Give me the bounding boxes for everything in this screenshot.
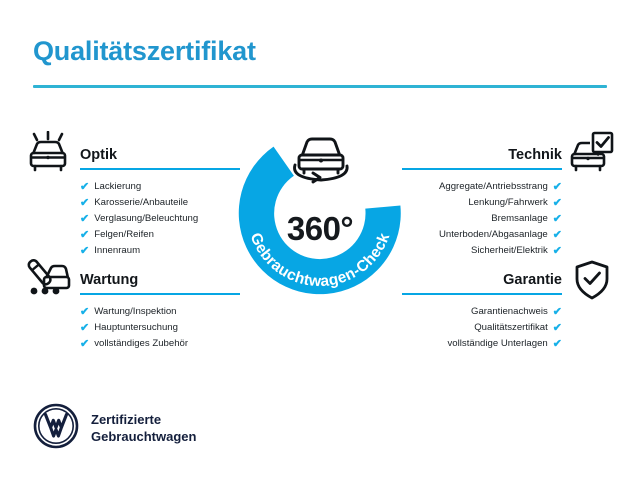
checklist-item: ✔ Wartung/Inspektion	[80, 304, 240, 320]
car-checkbox-icon	[568, 131, 614, 178]
section-header: Optik	[80, 140, 240, 170]
checklist-item: ✔ Lackierung	[80, 179, 240, 195]
section-title: Technik	[508, 147, 562, 163]
check-icon: ✔	[80, 228, 90, 241]
check-icon: ✔	[80, 321, 90, 334]
footer-line-2: Gebrauchtwagen	[91, 428, 197, 444]
check-icon: ✔	[80, 305, 90, 318]
car-wrench-icon	[24, 256, 72, 303]
check-icon: ✔	[80, 212, 90, 225]
checklist-item: ✔ Hauptuntersuchung	[80, 320, 240, 336]
checklist-item-label: Felgen/Reifen	[94, 229, 154, 241]
section-underline	[402, 168, 562, 170]
section-underline	[402, 293, 562, 295]
footer-text: Zertifizierte Gebrauchtwagen	[91, 412, 196, 445]
checklist-item-label: Garantienachweis	[470, 306, 548, 318]
checklist-item-label: Bremsanlage	[491, 213, 548, 225]
check-icon: ✔	[552, 212, 562, 225]
checklist-item: ✔ Lenkung/Fahrwerk	[402, 195, 562, 211]
section-header: Wartung	[80, 265, 240, 295]
checklist-item-label: Sicherheit/Elektrik	[471, 245, 548, 257]
checklist-wartung: ✔ Wartung/Inspektion ✔ Hauptuntersuchung ✔ vo…	[80, 304, 240, 352]
checklist-item-label: Qualitätszertifikat	[474, 322, 548, 334]
checklist-item-label: Karosserie/Anbauteile	[94, 197, 189, 209]
header-divider	[33, 85, 607, 88]
checklist-item: ✔ vollständige Unterlagen	[402, 336, 563, 352]
car-shine-icon	[26, 130, 70, 178]
checklist-item-label: Verglasung/Beleuchtung	[94, 213, 199, 225]
section-wartung: Wartung ✔ Wartung/Inspektion ✔ Hauptuntersu…	[80, 265, 240, 352]
check-icon: ✔	[80, 196, 90, 209]
section-underline	[80, 293, 240, 295]
checklist-item-label: Unterboden/Abgasanlage	[438, 229, 548, 241]
checklist-item: ✔ Unterboden/Abgasanlage	[402, 227, 562, 243]
checklist-item-label: Hauptuntersuchung	[94, 322, 178, 334]
checklist-optik: ✔ Lackierung ✔ Karosserie/Anbauteile ✔ Vergla…	[80, 179, 240, 259]
checklist-item: ✔ Bremsanlage	[402, 211, 562, 227]
checklist-item-label: Innenraum	[94, 245, 141, 257]
checklist-item-label: vollständige Unterlagen	[447, 338, 548, 350]
checklist-item-label: Lackierung	[94, 181, 142, 193]
checklist-technik: ✔ Aggregate/Antriebsstrang ✔ Lenkung/Fahrwe…	[402, 179, 562, 259]
badge-center-label: 360°	[286, 210, 354, 247]
footer-line-1: Zertifizierte	[91, 412, 162, 428]
checklist-item: ✔ vollständiges Zubehör	[80, 336, 240, 352]
page-title: Qualitätszertifikat	[33, 36, 256, 66]
check-icon: ✔	[552, 305, 562, 318]
checklist-item: ✔ Felgen/Reifen	[80, 227, 240, 243]
checklist-item-label: Lenkung/Fahrwerk	[468, 197, 548, 209]
check-icon: ✔	[552, 321, 562, 334]
section-header: Garantie	[402, 265, 562, 295]
section-garantie: Garantie ✔ Garantienachweis ✔ Qualitätszert…	[402, 265, 562, 352]
section-underline	[80, 168, 240, 170]
section-title: Wartung	[80, 272, 139, 288]
footer-brand: Zertifizierte Gebrauchtwagen	[33, 403, 196, 454]
checklist-item: ✔ Garantienachweis	[402, 304, 562, 320]
check-icon: ✔	[552, 244, 562, 257]
checklist-item-label: Wartung/Inspektion	[94, 306, 177, 318]
check-icon: ✔	[552, 337, 562, 350]
section-optik: Optik ✔ Lackierung ✔ Karosserie/Anbauteile ✔…	[80, 140, 240, 259]
shield-check-icon	[573, 259, 611, 306]
checklist-item: ✔ Innenraum	[80, 243, 240, 259]
section-title: Garantie	[503, 272, 562, 288]
section-header: Technik	[402, 140, 562, 170]
checklist-item-label: Aggregate/Antriebsstrang	[438, 181, 548, 193]
checklist-item: ✔ Karosserie/Anbauteile	[80, 195, 240, 211]
section-title: Optik	[80, 147, 118, 163]
check-icon: ✔	[552, 228, 562, 241]
badge-360-gebrauchtwagen-check: Gebrauchtwagen-Check 360°	[225, 118, 415, 308]
check-icon: ✔	[80, 180, 90, 193]
check-icon: ✔	[552, 196, 562, 209]
checklist-item: ✔ Qualitätszertifikat	[402, 320, 562, 336]
check-icon: ✔	[80, 337, 90, 350]
volkswagen-logo	[33, 403, 79, 454]
section-technik: Technik ✔ Aggregate/Antriebsstrang ✔ Lenkun…	[402, 140, 562, 259]
checklist-garantie: ✔ Garantienachweis ✔ Qualitätszertifikat ✔ vo…	[402, 304, 563, 352]
check-icon: ✔	[552, 180, 562, 193]
checklist-item: ✔ Sicherheit/Elektrik	[402, 243, 562, 259]
checklist-item-label: vollständiges Zubehör	[94, 338, 189, 350]
checklist-item: ✔ Aggregate/Antriebsstrang	[402, 179, 562, 195]
check-icon: ✔	[80, 244, 90, 257]
checklist-item: ✔ Verglasung/Beleuchtung	[80, 211, 240, 227]
